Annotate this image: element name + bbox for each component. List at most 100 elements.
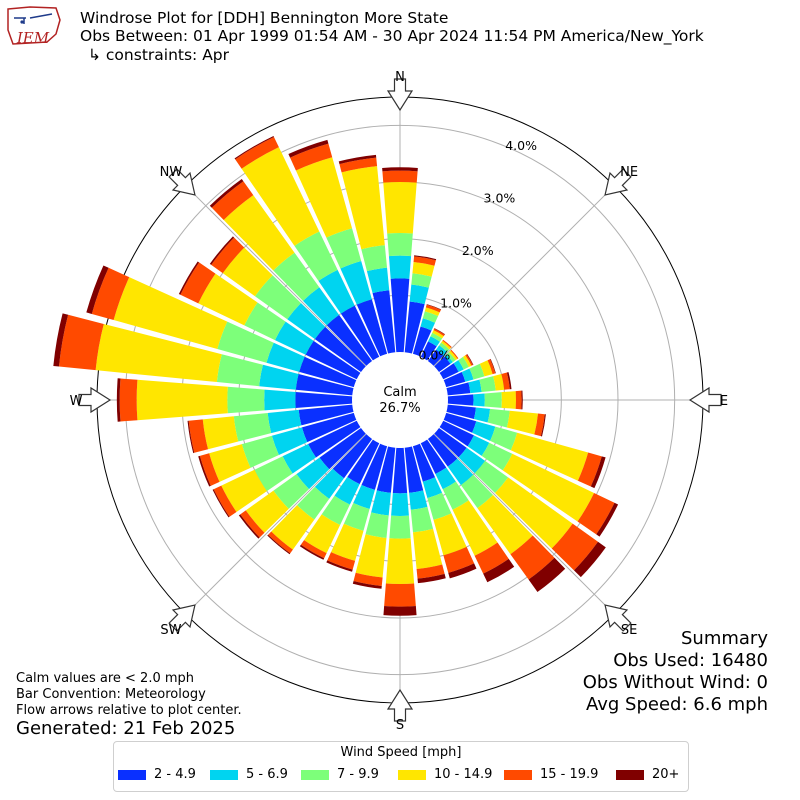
wedge-dir-350-bin-1 (372, 290, 396, 354)
wedge-dir-10-bin-5 (413, 256, 436, 266)
wedge-dir-340-bin-4 (295, 157, 353, 238)
wedge-dir-320-bin-6 (209, 178, 244, 208)
wedge-dir-60-bin-5 (465, 354, 473, 366)
bar-convention: Bar Convention: Meteorology (16, 687, 206, 702)
wedge-dir-120-bin-6 (596, 502, 619, 537)
wedge-dir-20-bin-2 (420, 318, 436, 331)
wedge-dir-130-bin-5 (551, 523, 598, 571)
wedge-dir-60-bin-1 (439, 363, 459, 380)
wedge-dir-350-bin-4 (341, 166, 385, 250)
wedge-dir-10-bin-6 (414, 255, 437, 261)
wedge-dir-250-bin-1 (301, 412, 357, 443)
compass-label-N: N (395, 70, 405, 85)
radial-tick-label: 1.0% (440, 295, 472, 310)
wedge-dir-200-bin-2 (353, 484, 375, 509)
wedge-dir-290-bin-2 (266, 342, 305, 372)
wedge-dir-0-bin-6 (382, 167, 418, 172)
flow-arrow-N (386, 78, 414, 112)
summary-avg-speed: Avg Speed: 6.6 mph (586, 694, 768, 715)
wedge-dir-230-bin-2 (296, 457, 330, 490)
summary-obs-without-wind: Obs Without Wind: 0 (582, 672, 768, 693)
wedge-dir-250-bin-6 (198, 455, 211, 487)
wedge-dir-320-bin-5 (211, 181, 254, 220)
wedge-dir-120-bin-5 (577, 492, 615, 535)
wedge-dir-240-bin-4 (221, 469, 267, 512)
wedge-dir-300-bin-1 (305, 340, 361, 380)
legend-swatch (398, 769, 426, 780)
chart-title: Windrose Plot for [DDH] Bennington More … (80, 9, 449, 27)
wedge-dir-200-bin-6 (326, 560, 353, 572)
wedge-dir-260-bin-5 (188, 419, 209, 453)
summary-obs-used: Obs Used: 16480 (613, 650, 768, 671)
wedge-dir-100-bin-5 (534, 413, 545, 437)
obs-between: Obs Between: 01 Apr 1999 01:54 AM - 30 A… (80, 27, 704, 45)
radial-tick-label: 0.0% (418, 348, 450, 363)
wedge-dir-90-bin-4 (501, 391, 517, 409)
wedge-dir-120-bin-4 (502, 453, 595, 522)
radial-tick-label: 4.0% (505, 138, 537, 153)
wedge-dir-10-bin-3 (411, 273, 432, 288)
wedge-dir-0-bin-3 (387, 233, 413, 257)
wedge-dir-230-bin-5 (240, 510, 265, 538)
iem-logo: IEM (7, 6, 61, 47)
wedge-dir-90-bin-6 (521, 390, 523, 410)
constraints: ↳ constraints: Apr (88, 46, 230, 64)
wedge-dir-120-bin-3 (481, 442, 513, 471)
wedge-dir-330-bin-3 (294, 231, 338, 281)
legend-swatch (118, 769, 146, 780)
legend-item-bin-6: 20+ (616, 767, 679, 782)
wedge-dir-70-bin-3 (469, 363, 485, 380)
wedge-dir-190-bin-6 (352, 580, 382, 589)
wedge-dir-120-bin-2 (467, 435, 490, 456)
wedge-dir-120-bin-1 (439, 420, 474, 447)
wedge-dir-310-bin-4 (222, 247, 273, 297)
flow-arrow-SW (168, 604, 196, 632)
wedge-dir-100-bin-2 (473, 407, 491, 423)
wedge-dir-260-bin-6 (187, 420, 195, 454)
wedge-dir-320-bin-4 (223, 195, 295, 271)
wedge-dir-320-bin-3 (273, 252, 320, 301)
wedge-dir-140-bin-2 (447, 458, 474, 486)
legend-label: 20+ (652, 767, 680, 782)
wedge-dir-270-bin-2 (264, 389, 296, 411)
wedge-dir-150-bin-6 (483, 558, 515, 583)
wedge-dir-80-bin-5 (501, 372, 510, 390)
wedge-dir-270-bin-5 (119, 378, 138, 422)
chart-bars (53, 135, 619, 616)
wedge-dir-40-bin-5 (442, 339, 452, 348)
wedge-dir-20-bin-3 (422, 311, 439, 323)
wedge-dir-290-bin-3 (217, 321, 274, 363)
flow-arrow-NE (604, 168, 632, 196)
wedge-dir-240-bin-1 (308, 420, 361, 458)
wedge-dir-90-bin-2 (473, 393, 485, 407)
wedge-dir-310-bin-3 (254, 275, 301, 320)
wedge-dir-220-bin-4 (271, 505, 315, 550)
wedge-dir-180-bin-5 (384, 583, 416, 607)
wedge-dir-100-bin-1 (446, 404, 476, 419)
compass-label-W: W (70, 394, 83, 409)
flow-arrow-S (386, 688, 414, 722)
wedge-dir-0-bin-1 (390, 278, 410, 353)
wedge-dir-60-bin-4 (462, 355, 472, 368)
wedge-dir-270-bin-1 (295, 391, 353, 409)
wedge-dir-190-bin-2 (371, 490, 391, 516)
wedge-dir-20-bin-5 (425, 304, 441, 313)
wedge-dir-240-bin-6 (212, 489, 230, 518)
wedge-dir-240-bin-3 (254, 456, 293, 492)
wedge-dir-330-bin-6 (234, 135, 274, 160)
legend-swatch (616, 769, 644, 780)
wedge-dir-60-bin-3 (458, 356, 469, 370)
wedge-dir-130-bin-4 (495, 477, 573, 549)
wedge-dir-150-bin-3 (442, 481, 469, 510)
wedge-dir-0-bin-5 (382, 170, 418, 183)
wedge-dir-350-bin-2 (366, 267, 390, 294)
wedge-dir-100-bin-3 (487, 408, 510, 428)
wedge-dir-270-bin-3 (227, 386, 265, 414)
grid-spoke (433, 433, 615, 615)
wedge-dir-210-bin-1 (347, 439, 380, 485)
wedge-dir-340-bin-1 (356, 299, 388, 357)
wedge-dir-260-bin-4 (202, 416, 239, 450)
wedge-dir-130-bin-6 (573, 541, 606, 578)
wedge-dir-260-bin-3 (233, 412, 272, 442)
wedge-dir-170-bin-3 (410, 506, 434, 533)
